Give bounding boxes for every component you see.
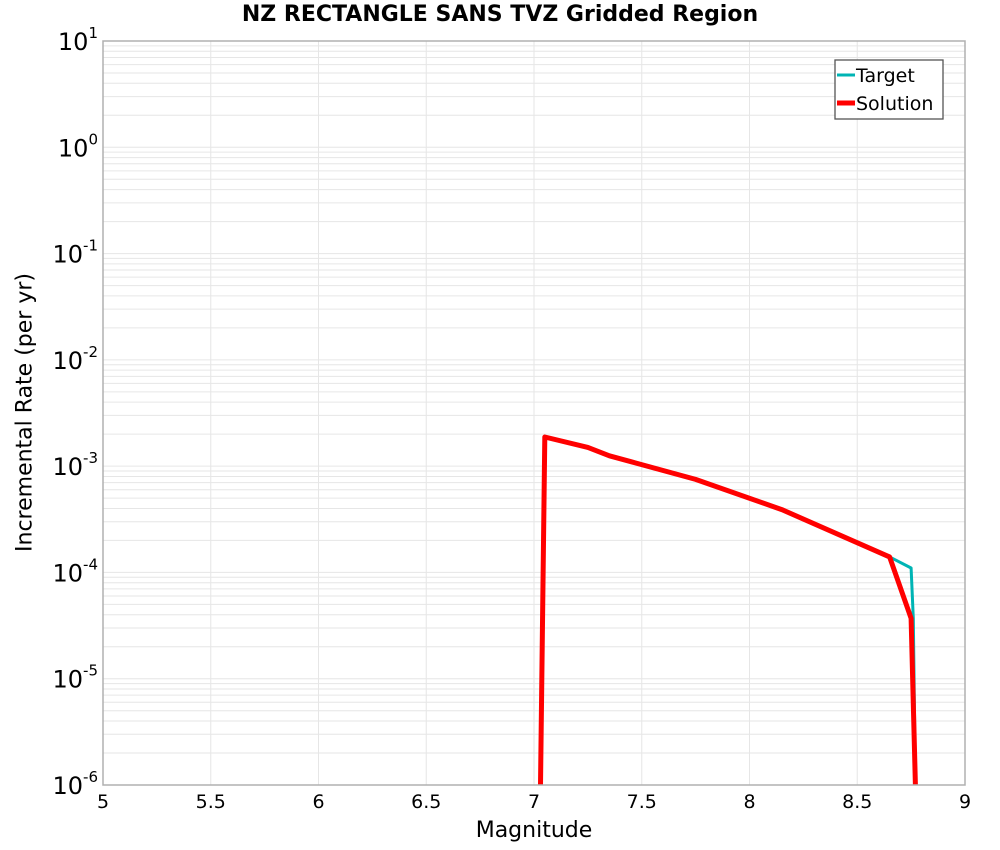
y-tick-label: 101 [58, 24, 98, 56]
y-tick-label: 10-4 [52, 555, 98, 587]
x-tick-label: 8.5 [842, 791, 872, 813]
x-tick-label: 7.5 [627, 791, 657, 813]
y-tick-label: 10-1 [52, 237, 98, 269]
y-tick-label: 100 [58, 130, 98, 162]
legend: Target Solution [834, 59, 944, 120]
y-tick-label: 10-6 [52, 768, 98, 800]
chart-title: NZ RECTANGLE SANS TVZ Gridded Region [241, 2, 759, 27]
x-axis-ticks: 5 5.5 6 6.5 7 7.5 8 8.5 9 [97, 791, 971, 813]
x-tick-label: 6.5 [411, 791, 441, 813]
y-tick-label: 10-3 [52, 449, 98, 481]
x-tick-label: 5.5 [196, 791, 226, 813]
legend-box [834, 59, 944, 120]
x-tick-label: 7 [528, 791, 540, 813]
x-tick-label: 8 [743, 791, 755, 813]
x-tick-label: 9 [959, 791, 971, 813]
x-tick-label: 5 [97, 791, 109, 813]
legend-label: Target [855, 65, 915, 87]
x-tick-label: 6 [312, 791, 324, 813]
y-axis-ticks: 101 100 10-1 10-2 10-3 10-4 10-5 10-6 [52, 24, 98, 800]
y-tick-label: 10-2 [52, 343, 98, 375]
grid-lines [102, 41, 966, 786]
legend-label: Solution [856, 93, 933, 115]
data-series [538, 434, 918, 786]
y-tick-label: 10-5 [52, 662, 98, 694]
plot-frame [102, 40, 966, 786]
series-line-solution [538, 434, 918, 786]
x-axis-label: Magnitude [475, 818, 593, 843]
